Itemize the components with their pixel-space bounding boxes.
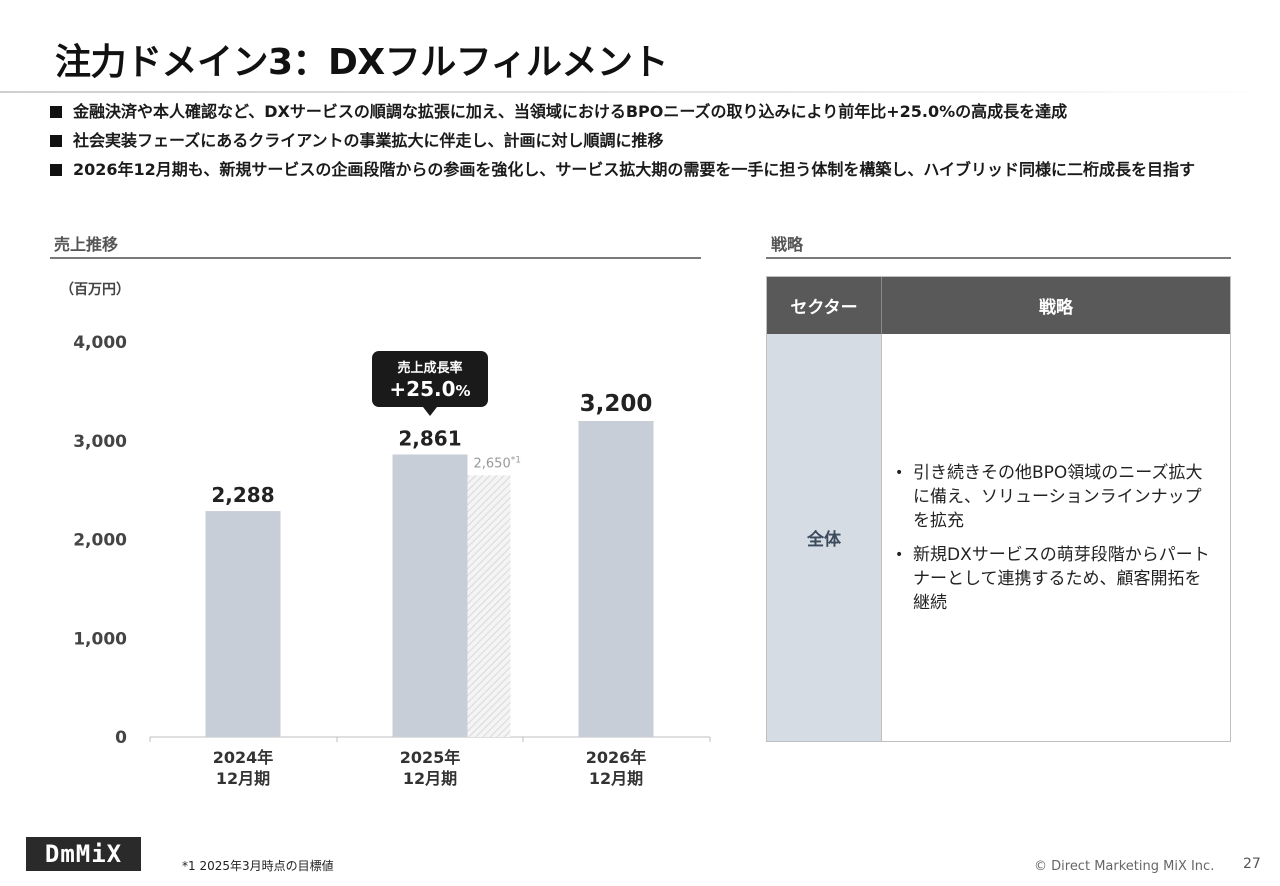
summary-bullet-text: 金融決済や本人確認など、DXサービスの順調な拡張に加え、当領域におけるBPOニー… xyxy=(73,102,1068,121)
bullet-dot-icon: • xyxy=(895,464,904,481)
title-divider xyxy=(0,91,1280,93)
callout-unit: % xyxy=(456,382,471,400)
strategy-section-title: 戦略 xyxy=(771,235,804,254)
square-bullet-icon xyxy=(50,106,62,118)
header-strategy: 戦略 xyxy=(882,277,1230,334)
page-number: 27 xyxy=(1243,856,1261,872)
header-sector: セクター xyxy=(767,277,882,334)
bar xyxy=(578,421,654,737)
square-bullet-icon xyxy=(50,164,62,176)
copyright: © Direct Marketing MiX Inc. xyxy=(1034,859,1215,874)
summary-bullet: 2026年12月期も、新規サービスの企画段階からの参画を強化し、サービス拡大期の… xyxy=(50,158,1240,181)
strategy-item: • 新規DXサービスの萌芽段階からパートナーとして連携するため、顧客開拓を継続 xyxy=(891,543,1214,615)
data-label: 2,861 xyxy=(398,426,461,450)
sales-bar-chart: 0 1,000 2,000 3,000 4,000 2,288 2,861 3,200 2,65… xyxy=(73,333,711,788)
data-label: 2,288 xyxy=(211,483,274,507)
target-note-mark: *1 xyxy=(511,455,521,465)
x-tick-label: 2024年 xyxy=(213,748,274,767)
x-tick-label: 12月期 xyxy=(216,769,270,788)
summary-bullet: 金融決済や本人確認など、DXサービスの順調な拡張に加え、当領域におけるBPOニー… xyxy=(50,100,1240,123)
data-label: 3,200 xyxy=(580,391,653,417)
sales-section-divider xyxy=(50,257,701,259)
x-tick-label: 12月期 xyxy=(589,769,643,788)
page-title: 注力ドメイン3：DXフルフィルメント xyxy=(55,42,668,83)
sales-section-title: 売上推移 xyxy=(54,235,119,254)
y-tick-label: 3,000 xyxy=(73,432,127,452)
bullet-dot-icon: • xyxy=(895,546,904,563)
y-tick-label: 2,000 xyxy=(73,531,127,551)
bar xyxy=(392,454,468,737)
summary-bullets: 金融決済や本人確認など、DXサービスの順調な拡張に加え、当領域におけるBPOニー… xyxy=(50,100,1240,187)
summary-bullet: 社会実装フェーズにあるクライアントの事業拡大に伴走し、計画に対し順調に推移 xyxy=(50,129,1240,152)
footnote: *1 2025年3月時点の目標値 xyxy=(182,859,334,873)
x-tick-label: 2026年 xyxy=(586,748,647,767)
y-tick-label: 0 xyxy=(115,728,127,748)
summary-bullet-text: 社会実装フェーズにあるクライアントの事業拡大に伴走し、計画に対し順調に推移 xyxy=(73,131,664,150)
x-tick-label: 2025年 xyxy=(400,748,461,767)
growth-callout xyxy=(372,351,488,407)
y-tick-label: 4,000 xyxy=(73,333,127,353)
strategy-item-text: 引き続きその他BPO領域のニーズ拡大に備え、ソリューションラインナップを拡充 xyxy=(913,462,1203,531)
bar xyxy=(205,511,281,737)
callout-label: 売上成長率 xyxy=(397,360,462,376)
strategy-table: セクター 戦略 全体 • 引き続きその他BPO領域のニーズ拡大に備え、ソリューショ… xyxy=(766,276,1231,742)
x-tick-label: 12月期 xyxy=(403,769,457,788)
strategy-cell: • 引き続きその他BPO領域のニーズ拡大に備え、ソリューションラインナップを拡充 … xyxy=(883,334,1230,741)
sector-cell: 全体 xyxy=(767,334,882,741)
strategy-section-divider xyxy=(766,257,1231,259)
chart-unit-label: （百万円） xyxy=(60,282,130,298)
square-bullet-icon xyxy=(50,135,62,147)
target-bar xyxy=(467,475,511,737)
strategy-item: • 引き続きその他BPO領域のニーズ拡大に備え、ソリューションラインナップを拡充 xyxy=(891,461,1214,533)
company-logo: DmMiX xyxy=(26,837,141,871)
target-label: 2,650*1 xyxy=(474,455,521,471)
strategy-item-text: 新規DXサービスの萌芽段階からパートナーとして連携するため、顧客開拓を継続 xyxy=(913,544,1210,613)
summary-bullet-text: 2026年12月期も、新規サービスの企画段階からの参画を強化し、サービス拡大期の… xyxy=(73,160,1195,179)
callout-pointer xyxy=(423,407,437,416)
y-tick-label: 1,000 xyxy=(73,629,127,649)
